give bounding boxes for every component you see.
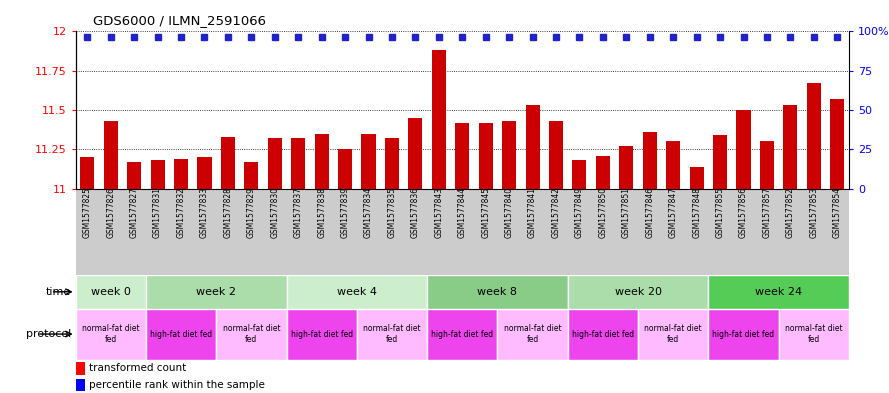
Bar bbox=[736, 110, 750, 189]
Bar bbox=[783, 105, 797, 189]
Bar bbox=[709, 275, 849, 309]
Bar bbox=[568, 309, 638, 360]
Bar bbox=[432, 50, 446, 189]
Bar bbox=[643, 132, 657, 189]
Bar bbox=[76, 362, 84, 375]
Bar bbox=[76, 275, 146, 309]
Bar bbox=[286, 275, 427, 309]
Bar bbox=[760, 141, 774, 189]
Bar bbox=[666, 141, 680, 189]
Bar bbox=[830, 99, 845, 189]
Bar bbox=[779, 309, 849, 360]
Text: protocol: protocol bbox=[26, 329, 71, 339]
Bar bbox=[146, 309, 216, 360]
Bar bbox=[690, 167, 704, 189]
Bar bbox=[549, 121, 563, 189]
Text: week 20: week 20 bbox=[614, 287, 661, 297]
Text: normal-fat diet
fed: normal-fat diet fed bbox=[645, 324, 702, 344]
Bar bbox=[174, 159, 188, 189]
Bar bbox=[427, 275, 568, 309]
Text: high-fat diet fed: high-fat diet fed bbox=[712, 330, 774, 338]
Bar bbox=[620, 146, 633, 189]
Bar bbox=[244, 162, 259, 189]
Bar bbox=[596, 156, 610, 189]
Bar bbox=[498, 309, 568, 360]
Text: normal-fat diet
fed: normal-fat diet fed bbox=[504, 324, 562, 344]
Bar bbox=[385, 138, 399, 189]
Text: high-fat diet fed: high-fat diet fed bbox=[572, 330, 634, 338]
Text: time: time bbox=[46, 287, 71, 297]
Bar bbox=[76, 378, 84, 391]
Bar bbox=[427, 309, 498, 360]
Bar bbox=[286, 309, 356, 360]
Bar bbox=[292, 138, 305, 189]
Bar bbox=[197, 157, 212, 189]
Bar bbox=[356, 309, 427, 360]
Text: normal-fat diet
fed: normal-fat diet fed bbox=[222, 324, 280, 344]
Bar bbox=[268, 138, 282, 189]
Text: normal-fat diet
fed: normal-fat diet fed bbox=[82, 324, 140, 344]
Bar bbox=[315, 134, 329, 189]
Bar bbox=[338, 149, 352, 189]
Bar bbox=[568, 275, 709, 309]
Bar bbox=[408, 118, 422, 189]
Bar bbox=[150, 160, 164, 189]
Bar bbox=[502, 121, 517, 189]
Text: GDS6000 / ILMN_2591066: GDS6000 / ILMN_2591066 bbox=[93, 15, 267, 28]
Text: high-fat diet fed: high-fat diet fed bbox=[431, 330, 493, 338]
Bar bbox=[807, 83, 821, 189]
Bar bbox=[362, 134, 375, 189]
Text: week 24: week 24 bbox=[755, 287, 802, 297]
Bar bbox=[525, 105, 540, 189]
Bar bbox=[216, 309, 286, 360]
Bar bbox=[455, 123, 469, 189]
Text: normal-fat diet
fed: normal-fat diet fed bbox=[363, 324, 420, 344]
Bar bbox=[638, 309, 709, 360]
Text: high-fat diet fed: high-fat diet fed bbox=[150, 330, 212, 338]
Bar bbox=[76, 309, 146, 360]
Text: high-fat diet fed: high-fat diet fed bbox=[291, 330, 353, 338]
Text: week 2: week 2 bbox=[196, 287, 236, 297]
Bar bbox=[713, 135, 727, 189]
Text: week 8: week 8 bbox=[477, 287, 517, 297]
Bar bbox=[220, 137, 235, 189]
Bar bbox=[478, 123, 493, 189]
Text: normal-fat diet
fed: normal-fat diet fed bbox=[785, 324, 843, 344]
Text: percentile rank within the sample: percentile rank within the sample bbox=[90, 380, 265, 390]
Bar bbox=[127, 162, 141, 189]
Text: transformed count: transformed count bbox=[90, 363, 187, 373]
Bar bbox=[146, 275, 286, 309]
Bar bbox=[573, 160, 587, 189]
Bar bbox=[709, 309, 779, 360]
Text: week 0: week 0 bbox=[91, 287, 131, 297]
Bar bbox=[104, 121, 117, 189]
Text: week 4: week 4 bbox=[337, 287, 377, 297]
Bar bbox=[80, 157, 94, 189]
